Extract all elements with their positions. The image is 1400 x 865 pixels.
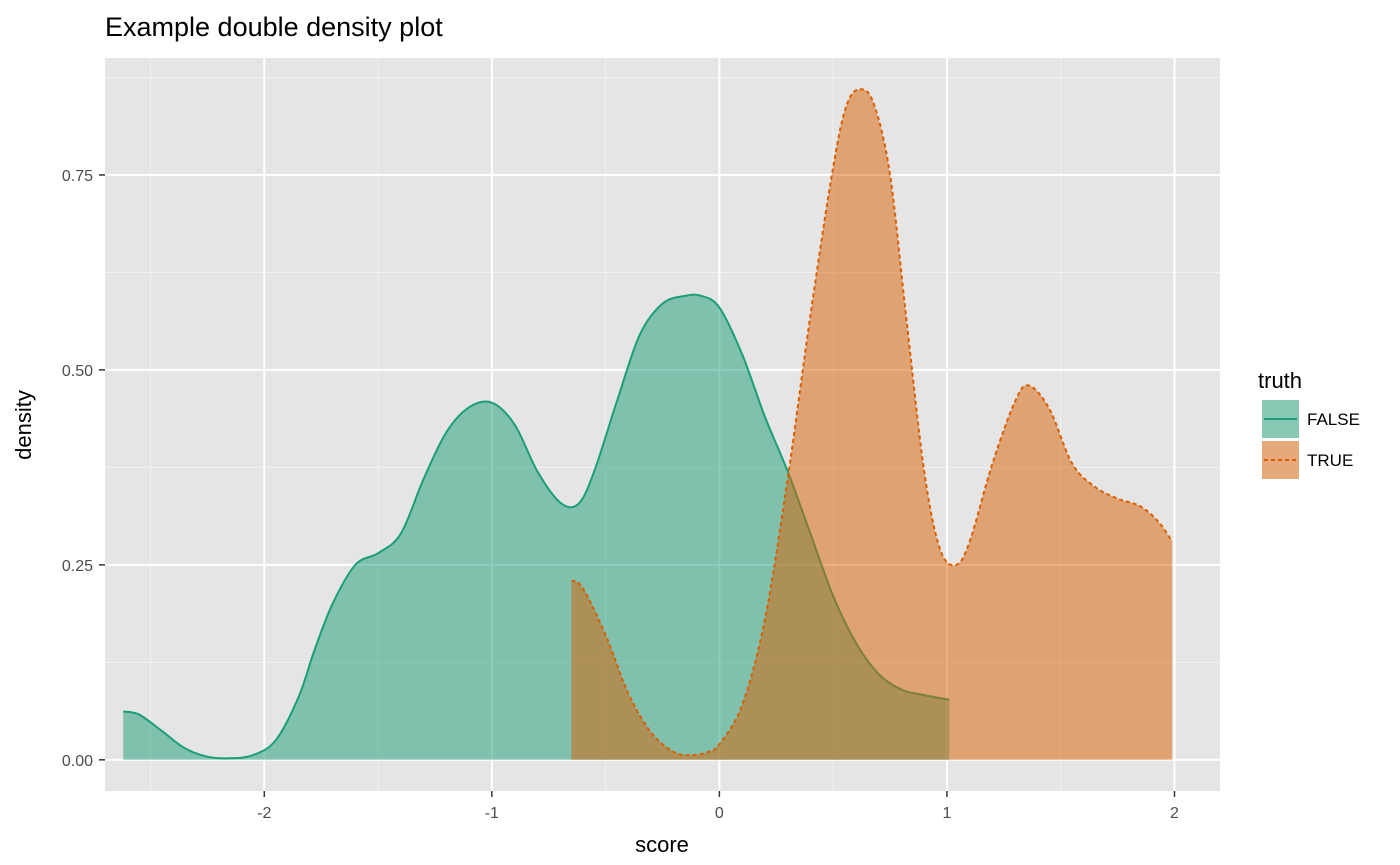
x-tick-label: 0 bbox=[715, 805, 724, 822]
x-tick-label: 2 bbox=[1170, 805, 1179, 822]
x-tick-label: -2 bbox=[257, 805, 271, 822]
y-tick-label: 0.25 bbox=[62, 558, 93, 575]
y-tick-label: 0.75 bbox=[62, 168, 93, 185]
y-tick-label: 0.00 bbox=[62, 753, 93, 770]
density-series bbox=[123, 88, 1174, 760]
y-axis-title: density bbox=[11, 390, 36, 460]
line-true bbox=[570, 88, 1174, 757]
legend-title: truth bbox=[1258, 368, 1302, 393]
x-tick-label: 1 bbox=[942, 805, 951, 822]
x-axis-title: score bbox=[635, 832, 689, 857]
area-false bbox=[123, 294, 950, 760]
legend: truth FALSE TRUE bbox=[1258, 368, 1360, 479]
x-axis: -2 -1 0 1 2 bbox=[257, 791, 1179, 822]
area-true bbox=[571, 89, 1173, 760]
legend-label-false: FALSE bbox=[1307, 410, 1360, 429]
y-axis: 0.00 0.25 0.50 0.75 bbox=[62, 168, 105, 770]
legend-label-true: TRUE bbox=[1307, 451, 1353, 470]
chart-title: Example double density plot bbox=[105, 12, 443, 42]
x-tick-label: -1 bbox=[485, 805, 499, 822]
y-tick-label: 0.50 bbox=[62, 363, 93, 380]
